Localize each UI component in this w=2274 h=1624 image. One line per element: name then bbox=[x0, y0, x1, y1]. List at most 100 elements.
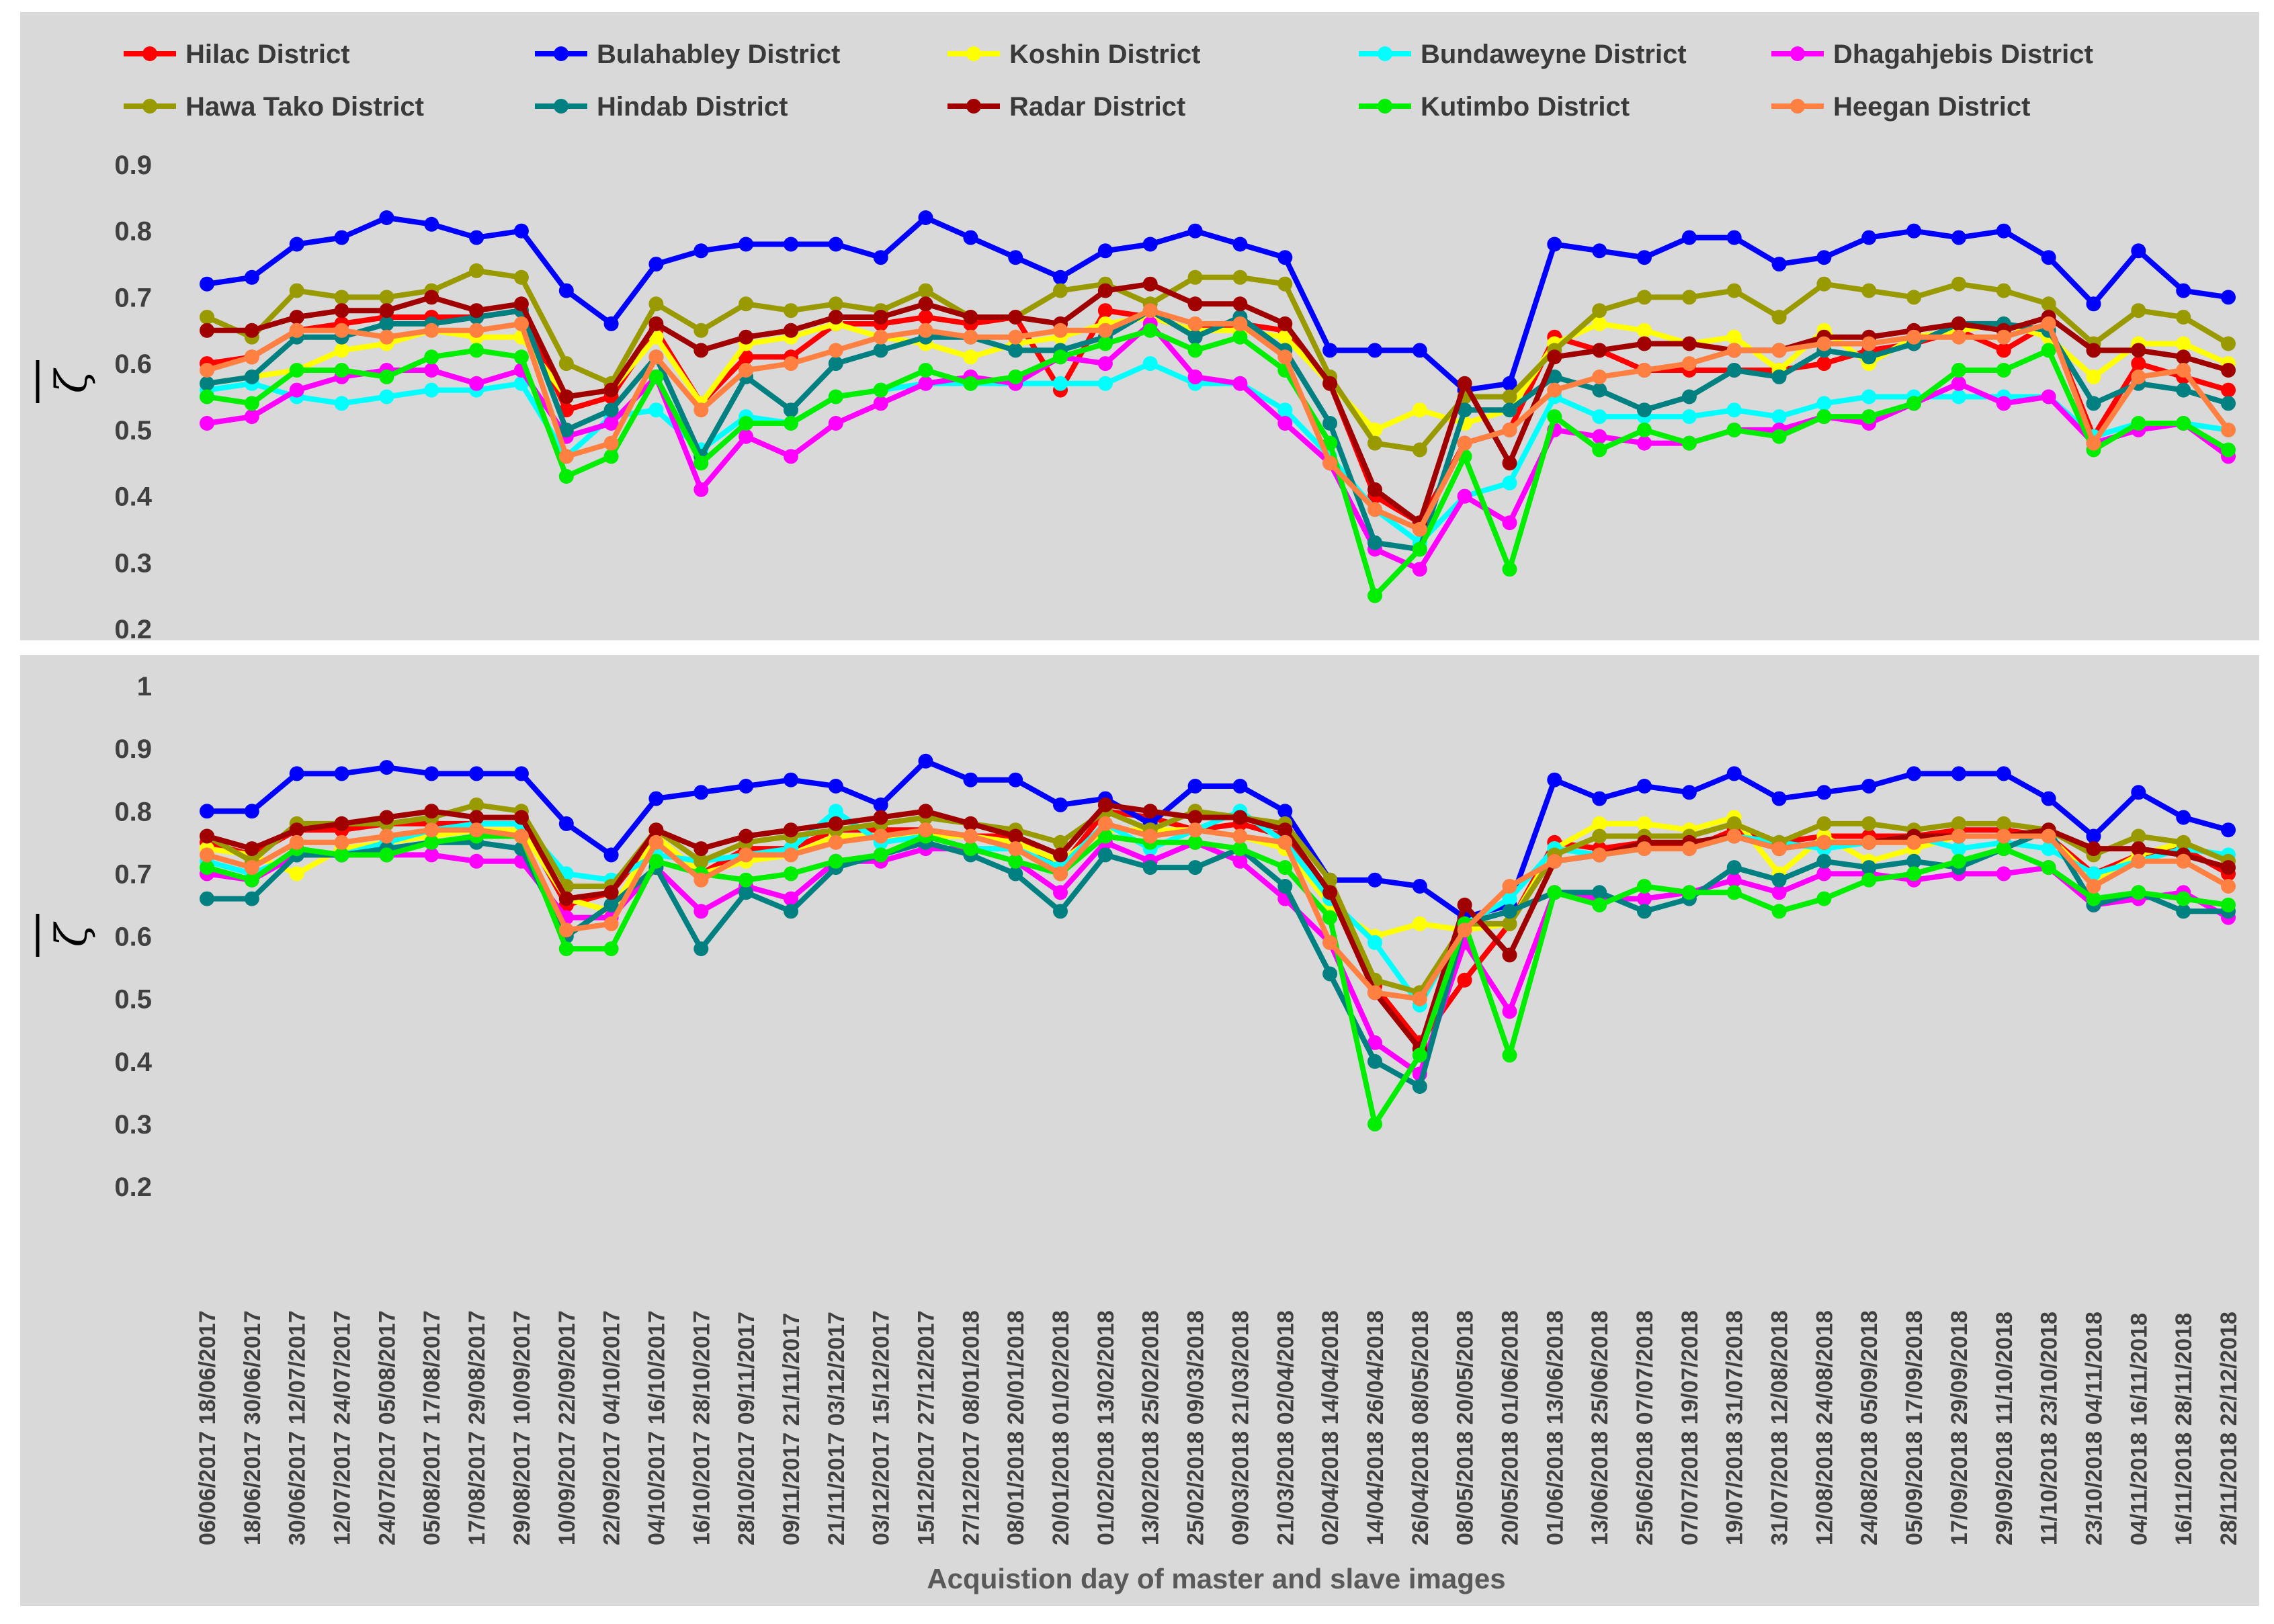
top-point-koshin-district bbox=[963, 349, 978, 365]
x-tick-label: 30/06/2017 12/07/2017 bbox=[285, 1310, 310, 1545]
x-tick-label: 25/06/2018 07/07/2018 bbox=[1632, 1310, 1658, 1545]
top-point-kutimbo-district bbox=[1861, 409, 1877, 425]
top-point-bundaweyne-district bbox=[1277, 402, 1293, 418]
bottom-point-kutimbo-district bbox=[603, 941, 619, 957]
top-point-kutimbo-district bbox=[1053, 349, 1068, 365]
top-point-heegan-district bbox=[1816, 336, 1832, 351]
top-point-hawa-tako-district bbox=[1592, 303, 1607, 318]
top-point-koshin-district bbox=[2176, 336, 2191, 351]
bottom-point-dhagahjebis-district bbox=[784, 891, 798, 906]
bottom-point-hindab-district bbox=[1906, 853, 1922, 869]
top-point-dhagahjebis-district bbox=[873, 396, 888, 411]
bottom-point-bulahabley-district bbox=[1187, 779, 1203, 794]
legend-swatch-marker bbox=[966, 99, 981, 114]
bottom-point-kutimbo-district bbox=[1906, 866, 1922, 882]
top-point-koshin-district bbox=[1412, 402, 1427, 418]
x-tick-label: 20/05/2018 01/06/2018 bbox=[1497, 1310, 1523, 1545]
top-point-hindab-district bbox=[1861, 349, 1877, 365]
legend-item-heegan-district: Heegan District bbox=[1771, 92, 2030, 122]
bottom-point-bulahabley-district bbox=[334, 766, 349, 781]
x-tick-label: 08/05/2018 20/05/2018 bbox=[1453, 1310, 1478, 1545]
bottom-point-bulahabley-district bbox=[1816, 785, 1832, 800]
bottom-point-bulahabley-district bbox=[1412, 879, 1427, 894]
bottom-point-radar-district bbox=[2086, 841, 2101, 857]
top-point-hawa-tako-district bbox=[379, 290, 394, 305]
top-point-bulahabley-district bbox=[1277, 250, 1293, 265]
x-tick-label: 23/10/2018 04/11/2018 bbox=[2081, 1312, 2107, 1545]
bottom-point-hindab-district bbox=[784, 904, 798, 919]
legend-swatch-marker bbox=[554, 46, 568, 61]
x-tick-label: 05/09/2018 17/09/2018 bbox=[1902, 1310, 1927, 1545]
top-point-heegan-district bbox=[1367, 502, 1382, 517]
bottom-point-bulahabley-district bbox=[1771, 791, 1787, 806]
top-point-bulahabley-district bbox=[1008, 250, 1023, 265]
top-point-dhagahjebis-district bbox=[200, 416, 214, 431]
bottom-point-heegan-district bbox=[1097, 816, 1113, 831]
top-point-bulahabley-district bbox=[2086, 296, 2101, 312]
top-point-bundaweyne-district bbox=[1502, 475, 1517, 490]
top-point-kutimbo-district bbox=[1232, 329, 1248, 345]
bottom-point-heegan-district bbox=[513, 828, 529, 844]
top-y-tick-label: 0.8 bbox=[114, 217, 152, 247]
bottom-point-bulahabley-district bbox=[963, 772, 978, 787]
top-point-radar-district bbox=[244, 323, 259, 338]
bottom-point-heegan-district bbox=[1053, 866, 1068, 882]
top-point-radar-district bbox=[289, 310, 304, 325]
bottom-point-radar-district bbox=[1502, 947, 1517, 963]
bottom-y-tick-label: 0.7 bbox=[114, 859, 152, 889]
bottom-point-hindab-district bbox=[1771, 872, 1787, 888]
x-tick-label: 25/02/2018 09/03/2018 bbox=[1183, 1310, 1209, 1545]
top-point-hawa-tako-district bbox=[513, 269, 529, 285]
top-point-dhagahjebis-district bbox=[244, 409, 259, 425]
top-point-hawa-tako-district bbox=[1367, 435, 1382, 451]
bottom-series-heegan-district bbox=[200, 816, 2236, 1007]
top-point-kutimbo-district bbox=[1097, 336, 1113, 351]
top-point-heegan-district bbox=[603, 435, 619, 451]
bottom-point-heegan-district bbox=[558, 923, 574, 938]
bottom-point-dhagahjebis-district bbox=[1771, 885, 1787, 900]
top-point-kutimbo-district bbox=[200, 389, 214, 404]
bottom-point-bulahabley-district bbox=[739, 779, 754, 794]
bottom-point-heegan-district bbox=[918, 822, 933, 838]
top-point-hawa-tako-district bbox=[2041, 296, 2056, 312]
top-line-hindab-district bbox=[206, 308, 2230, 552]
bottom-point-hawa-tako-district bbox=[1053, 835, 1068, 850]
bottom-point-hindab-district bbox=[200, 891, 214, 906]
top-point-bulahabley-district bbox=[1861, 230, 1877, 245]
top-point-bulahabley-district bbox=[1547, 237, 1562, 252]
bottom-y-tick-label: 0.2 bbox=[114, 1172, 152, 1202]
top-point-dhagahjebis-district bbox=[424, 363, 439, 378]
bottom-point-hindab-district bbox=[1097, 847, 1113, 863]
bottom-point-bulahabley-district bbox=[379, 760, 394, 775]
top-point-bulahabley-district bbox=[1726, 230, 1742, 245]
bottom-point-heegan-district bbox=[1637, 841, 1652, 857]
bottom-point-heegan-district bbox=[2221, 879, 2236, 894]
bottom-point-bulahabley-district bbox=[1232, 779, 1248, 794]
top-point-dhagahjebis-district bbox=[1502, 515, 1517, 531]
bottom-point-dhagahjebis-district bbox=[1816, 866, 1832, 882]
bottom-point-kutimbo-district bbox=[1232, 841, 1248, 857]
top-point-radar-district bbox=[1097, 283, 1113, 298]
top-point-kutimbo-district bbox=[1637, 422, 1652, 437]
bottom-point-radar-district bbox=[2131, 841, 2146, 857]
bottom-point-heegan-district bbox=[2086, 879, 2101, 894]
top-point-hawa-tako-district bbox=[1053, 283, 1068, 298]
bottom-point-bundaweyne-district bbox=[828, 804, 843, 819]
top-point-heegan-district bbox=[244, 349, 259, 365]
x-tick-label: 01/02/2018 13/02/2018 bbox=[1093, 1310, 1119, 1545]
bottom-point-bulahabley-district bbox=[558, 816, 574, 831]
bottom-point-kutimbo-district bbox=[1951, 853, 1966, 869]
top-point-bulahabley-district bbox=[1367, 343, 1382, 358]
top-point-kutimbo-district bbox=[1996, 363, 2011, 378]
x-tick-label: 22/09/2017 04/10/2017 bbox=[599, 1310, 625, 1545]
bottom-y-axis: 1 0.9 0.8 0.7 0.6 0.5 0.4 0.3 0.2 bbox=[114, 672, 152, 1202]
top-point-bulahabley-district bbox=[1771, 257, 1787, 272]
bottom-point-kutimbo-district bbox=[1277, 860, 1293, 875]
top-point-dhagahjebis-district bbox=[1637, 435, 1652, 451]
top-point-radar-district bbox=[1637, 336, 1652, 351]
top-point-radar-district bbox=[1142, 276, 1158, 292]
top-point-hindab-district bbox=[1322, 416, 1338, 431]
top-point-kutimbo-district bbox=[873, 382, 888, 398]
top-point-bulahabley-district bbox=[693, 243, 709, 259]
